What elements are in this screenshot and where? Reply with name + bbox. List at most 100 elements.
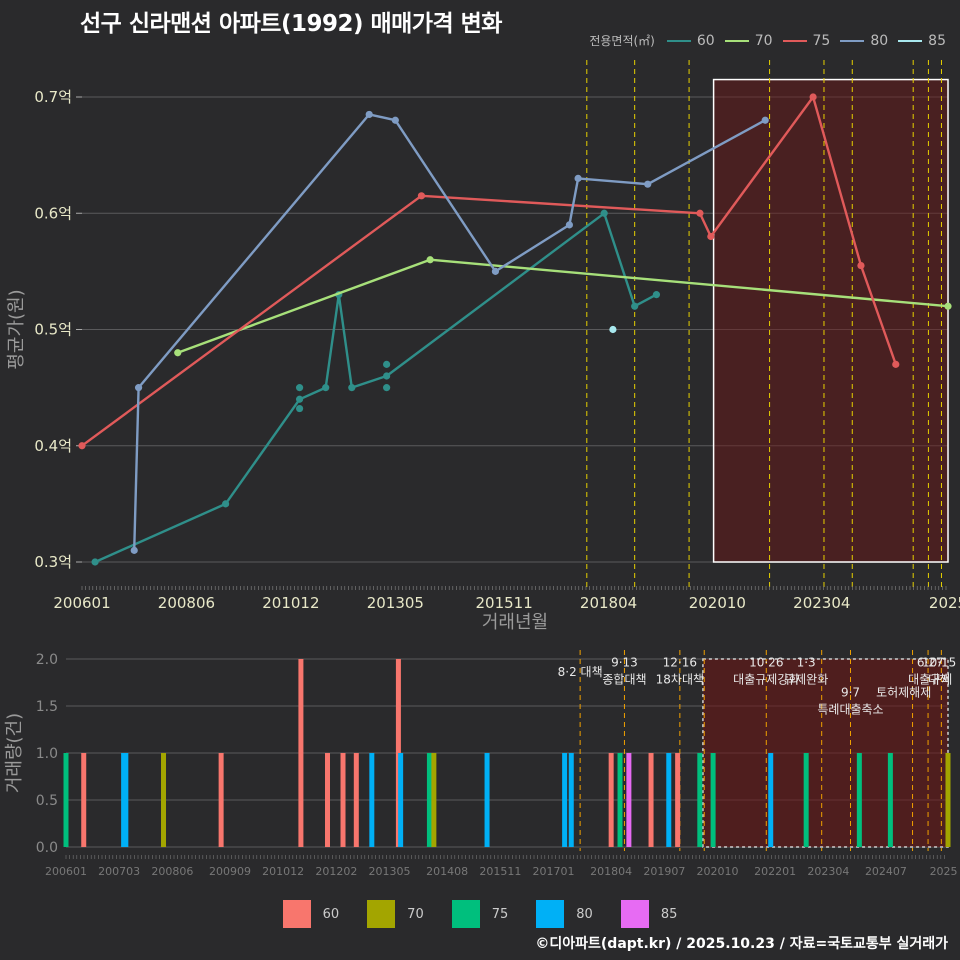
bar-legend-swatch-60 (282, 900, 311, 928)
legend-item-80: 80 (840, 33, 888, 49)
data-point-80 (391, 116, 399, 124)
legend-label-60: 60 (696, 32, 715, 49)
bar-70 (945, 753, 951, 847)
policy-annotation: 12·16 (663, 656, 697, 670)
policy-annotation: 10·15 (922, 656, 956, 670)
bar-80 (123, 753, 129, 847)
legend-item-60: 60 (666, 32, 715, 49)
bar-60 (353, 753, 359, 847)
bar-80 (562, 753, 568, 847)
data-point-80 (644, 180, 652, 188)
x-tick-label: 202010 (697, 865, 739, 878)
data-point-70 (426, 256, 434, 264)
bar-85 (626, 753, 632, 847)
bar-80 (484, 753, 490, 847)
data-point-60 (383, 372, 391, 380)
data-point-75 (417, 192, 426, 200)
x-tick-label: 201804 (590, 865, 632, 878)
bar-75 (697, 753, 703, 847)
policy-annotation: 9·7 (841, 686, 860, 700)
x-axis-title: 거래년월 (482, 612, 548, 633)
bar-70 (431, 753, 437, 847)
policy-annotation: 종합대책 (602, 672, 646, 687)
y-tick-label: 0.4억 (34, 437, 72, 455)
x-tick-label: 200601 (45, 865, 87, 878)
bar-legend-item-85: 85 (620, 900, 678, 928)
data-point-85 (609, 325, 617, 334)
bar-60 (324, 753, 330, 847)
x-tick-label: 201701 (533, 865, 575, 878)
data-point-60 (222, 500, 230, 508)
bar-60 (340, 753, 346, 847)
y-tick-label: 2.0 (36, 652, 58, 668)
data-point-75 (78, 442, 86, 450)
data-point-70 (944, 302, 952, 310)
y-axis-title: 거래량(건) (4, 713, 25, 793)
data-point-60 (91, 558, 99, 566)
bar-80 (666, 753, 672, 847)
x-tick-label: 201305 (367, 594, 424, 612)
x-tick-label: 2025 (929, 594, 960, 612)
footer-credit: ©디아파트(dapt.kr) / 2025.10.23 / 자료=국토교통부 실… (535, 936, 948, 952)
bar-75 (426, 753, 432, 847)
y-tick-label: 0.6억 (34, 204, 72, 222)
policy-annotation: 9·13 (611, 656, 638, 670)
legend-line-75 (782, 39, 807, 42)
legend-title: 전용면적(㎡) (589, 34, 655, 48)
y-tick-label: 0.0 (36, 840, 58, 856)
data-point-70 (174, 349, 182, 357)
x-tick-label: 201408 (426, 865, 468, 878)
bar-legend-swatch-80 (536, 900, 565, 928)
legend-line-60 (666, 39, 691, 42)
y-axis-title: 평균가(원) (6, 289, 27, 369)
bar-60 (608, 753, 614, 847)
bar-70 (161, 753, 167, 847)
bar-75 (856, 753, 862, 847)
data-point-75 (809, 93, 817, 101)
volume-bar-chart: 0.0 0.5 1.0 1.5 2.0 8·2 대책 9·13 종합대책 12·16 18차대책 1… (4, 650, 958, 878)
x-tick-label: 202010 (689, 594, 746, 612)
data-point-80 (365, 110, 373, 119)
policy-annotation: 18차대책 (656, 672, 704, 687)
data-point-80 (761, 116, 769, 124)
bar-legend-item-80: 80 (536, 900, 593, 928)
bar-75 (63, 753, 69, 847)
x-tick-label: 202201 (754, 865, 796, 878)
legend-top: 전용면적(㎡) 60 70 75 80 85 (589, 32, 950, 49)
legend-item-85: 85 (898, 33, 946, 49)
data-point-60 (295, 395, 304, 403)
legend-line-70 (724, 39, 749, 42)
legend-label-70: 70 (754, 32, 773, 49)
data-point-60 (652, 291, 661, 299)
bar-legend-label-80: 80 (576, 906, 593, 922)
policy-annotation: 대출규제 (908, 673, 952, 687)
x-tick-label: 201305 (369, 865, 411, 878)
data-point-75 (857, 261, 865, 270)
legend-line-85 (898, 39, 923, 42)
legend-label-80: 80 (870, 32, 889, 49)
legend-label-85: 85 (928, 32, 946, 49)
bar-80 (768, 753, 774, 847)
bar-75 (710, 753, 716, 847)
y-tick-label: 1.5 (36, 699, 58, 715)
legend-label-75: 75 (812, 32, 831, 49)
data-point-60 (322, 384, 330, 392)
x-tick-label: 202407 (865, 865, 907, 878)
x-tick-label: 200601 (53, 594, 110, 612)
bar-legend-item-75: 75 (451, 900, 508, 928)
x-tick-label: 201511 (475, 594, 532, 612)
data-point-60 (295, 404, 304, 413)
bar-legend-label-60: 60 (322, 906, 340, 922)
policy-annotation: 대책 (928, 672, 950, 687)
policy-annotation: 6·27 (917, 656, 944, 670)
y-tick-label: 1.0 (36, 746, 58, 762)
x-tick-label: 2025 (930, 865, 958, 878)
data-point-60 (295, 384, 304, 392)
bar-60 (298, 659, 304, 847)
bar-legend-label-85: 85 (660, 906, 678, 922)
legend-bottom: 60 70 75 80 85 (0, 900, 960, 928)
y-tick-label: 0.5억 (34, 321, 72, 339)
bar-legend-swatch-70 (367, 900, 396, 928)
data-point-80 (491, 267, 500, 275)
bar-legend-item-70: 70 (367, 900, 424, 928)
